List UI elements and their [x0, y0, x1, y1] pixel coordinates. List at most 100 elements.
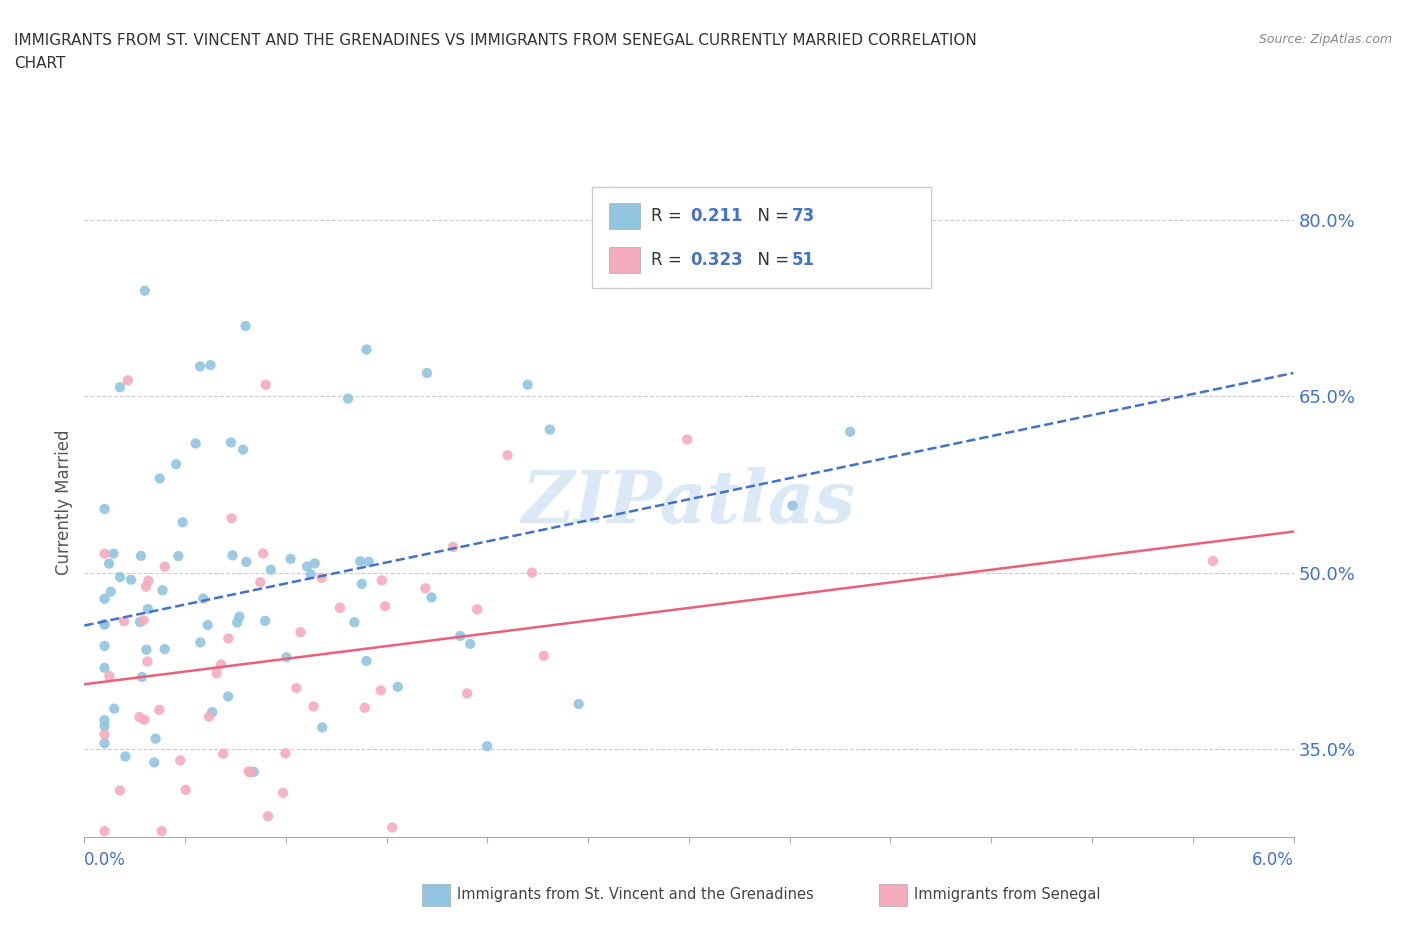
Point: [304, 556, 326, 571]
Point: [205, 666, 228, 681]
Point: [172, 515, 194, 530]
Point: [114, 749, 136, 764]
Point: [416, 365, 439, 380]
Point: [98, 669, 121, 684]
Point: [420, 590, 443, 604]
Point: [226, 615, 249, 630]
Point: [381, 820, 404, 835]
Point: [129, 615, 152, 630]
Point: [190, 635, 212, 650]
Point: [149, 471, 172, 485]
Point: [456, 686, 478, 701]
Point: [243, 764, 266, 779]
Point: [150, 824, 173, 839]
Point: [93, 824, 115, 839]
Point: [387, 680, 409, 695]
Point: [337, 391, 360, 405]
Point: [329, 601, 352, 616]
Point: [93, 660, 115, 675]
Point: [217, 689, 239, 704]
Point: [120, 572, 142, 587]
Point: [356, 654, 378, 669]
Point: [465, 602, 488, 617]
Point: [221, 548, 243, 563]
Point: [350, 577, 373, 591]
Text: ZIPatlas: ZIPatlas: [522, 467, 856, 538]
Point: [201, 705, 224, 720]
Text: 0.211: 0.211: [690, 206, 744, 225]
Point: [138, 573, 160, 588]
Point: [299, 567, 322, 582]
Point: [169, 753, 191, 768]
Point: [132, 613, 155, 628]
Point: [174, 782, 197, 797]
Text: 0.323: 0.323: [690, 251, 744, 269]
Text: 73: 73: [792, 206, 815, 225]
Text: Source: ZipAtlas.com: Source: ZipAtlas.com: [1258, 33, 1392, 46]
Point: [136, 654, 159, 669]
Point: [134, 284, 156, 299]
Point: [198, 710, 221, 724]
Point: [93, 727, 115, 742]
Point: [374, 599, 396, 614]
Y-axis label: Currently Married: Currently Married: [55, 430, 73, 575]
Point: [98, 556, 121, 571]
Point: [676, 432, 699, 447]
Point: [441, 539, 464, 554]
Point: [239, 765, 262, 780]
Text: 6.0%: 6.0%: [1251, 851, 1294, 870]
Point: [356, 342, 378, 357]
Point: [254, 614, 277, 629]
Point: [219, 435, 242, 450]
Point: [285, 681, 308, 696]
Point: [112, 614, 135, 629]
Text: Immigrants from Senegal: Immigrants from Senegal: [914, 887, 1101, 902]
Point: [143, 755, 166, 770]
Point: [128, 710, 150, 724]
Point: [100, 584, 122, 599]
Point: [370, 683, 392, 698]
Point: [235, 319, 257, 334]
Point: [357, 554, 380, 569]
Point: [311, 720, 333, 735]
Point: [221, 511, 243, 525]
Point: [136, 602, 159, 617]
Point: [131, 670, 153, 684]
Point: [148, 702, 170, 717]
Point: [475, 738, 498, 753]
Point: [280, 551, 302, 566]
Point: [209, 658, 232, 672]
Point: [271, 785, 294, 800]
Point: [353, 700, 375, 715]
Point: [108, 379, 131, 394]
Point: [458, 636, 481, 651]
Point: [165, 457, 187, 472]
Point: [1202, 553, 1225, 568]
Point: [93, 546, 115, 561]
Point: [274, 746, 297, 761]
Point: [135, 643, 157, 658]
Point: [103, 546, 125, 561]
Point: [197, 618, 219, 632]
Point: [188, 359, 211, 374]
Point: [200, 358, 222, 373]
Point: [415, 581, 437, 596]
Point: [108, 783, 131, 798]
Point: [276, 650, 298, 665]
Text: IMMIGRANTS FROM ST. VINCENT AND THE GRENADINES VS IMMIGRANTS FROM SENEGAL CURREN: IMMIGRANTS FROM ST. VINCENT AND THE GREN…: [14, 33, 977, 47]
Point: [93, 639, 115, 654]
Point: [103, 701, 125, 716]
Text: 0.0%: 0.0%: [84, 851, 127, 870]
Point: [538, 422, 561, 437]
Point: [135, 579, 157, 594]
Point: [167, 549, 190, 564]
Point: [93, 591, 115, 606]
Point: [152, 583, 174, 598]
Point: [117, 373, 139, 388]
Point: [235, 554, 257, 569]
Point: [93, 501, 115, 516]
Point: [238, 764, 260, 778]
Point: [349, 553, 371, 568]
Point: [568, 697, 591, 711]
Point: [257, 809, 280, 824]
